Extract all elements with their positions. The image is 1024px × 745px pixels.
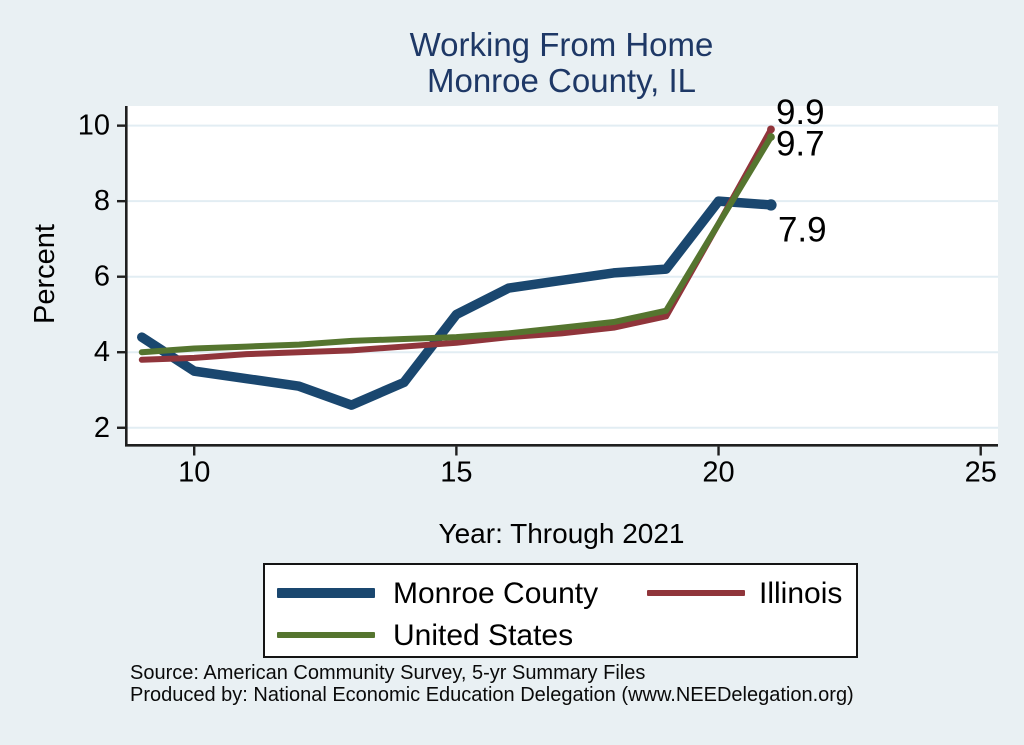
y-tick-label: 10 [78,110,110,142]
x-tick-label: 10 [178,457,210,489]
end-value-label: 9.9 [776,93,825,132]
end-value-label: 9.7 [776,124,825,163]
chart-title-line-1: Working From Home [409,26,714,63]
legend-swatch-illinois [647,590,745,596]
legend-label-monroe-county: Monroe County [393,577,599,610]
x-tick-label: 20 [702,457,734,489]
series-line-illinois [138,126,774,363]
x-tick-label: 25 [965,457,997,489]
legend-swatch-united-states [277,631,375,638]
y-tick-label: 4 [94,336,110,368]
y-tick-label: 2 [94,412,110,444]
series-end-marker [767,125,775,134]
legend: Monroe County Illinois United States [263,563,858,658]
x-tick-label: 15 [440,457,472,489]
series-line-united-states [138,133,774,356]
source-note: Source: American Community Survey, 5-yr … [130,662,990,706]
plot-background [125,106,998,444]
y-axis-title: Percent [29,224,61,324]
source-line: Source: American Community Survey, 5-yr … [130,662,646,684]
legend-label-united-states: United States [393,618,574,652]
legend-label-illinois: Illinois [759,577,843,610]
legend-swatch-monroe-county [277,588,375,598]
series-line-monroe-county [137,196,776,410]
produced-by-line: Produced by: National Economic Education… [130,684,854,706]
end-value-label: 7.9 [778,210,827,249]
x-axis-title: Year: Through 2021 [438,518,685,549]
y-tick-label: 6 [94,261,110,293]
series-end-marker [765,199,777,211]
series-end-marker [767,133,775,141]
chart-title: Working From Home Monroe County, IL [125,27,998,99]
chart-title-line-2: Monroe County, IL [426,62,697,99]
y-tick-label: 8 [94,185,110,217]
